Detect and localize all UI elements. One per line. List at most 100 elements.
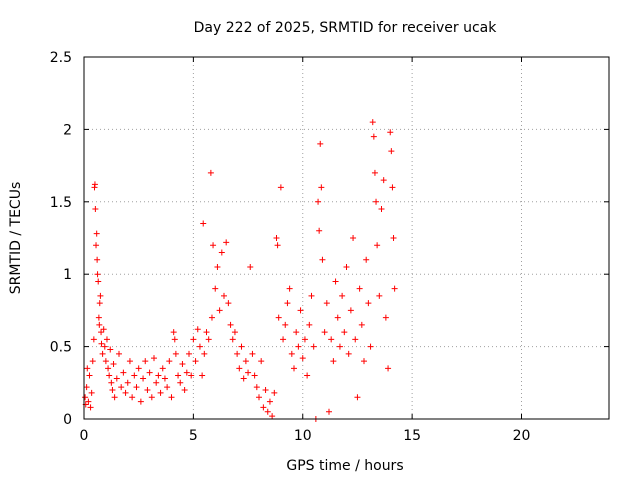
data-point: [249, 350, 256, 357]
data-point: [120, 369, 127, 376]
data-point: [218, 249, 225, 256]
data-point: [258, 358, 265, 365]
data-point: [100, 326, 107, 333]
data-point: [316, 227, 323, 234]
data-point: [214, 263, 221, 270]
data-point: [170, 329, 177, 336]
y-tick-label: 1: [63, 267, 72, 283]
data-point: [157, 389, 164, 396]
data-point: [190, 336, 197, 343]
x-tick-labels: 0 5 10 15 20: [80, 428, 531, 444]
data-point: [129, 394, 136, 401]
y-tick-label: 2: [63, 122, 72, 138]
data-point: [86, 372, 93, 379]
data-point: [212, 285, 219, 292]
data-point: [299, 355, 306, 362]
axis-ticks: [83, 56, 609, 420]
data-point: [315, 198, 322, 205]
data-point: [199, 372, 206, 379]
data-point: [109, 387, 116, 394]
data-point: [236, 365, 243, 372]
data-point: [87, 404, 94, 411]
data-point: [194, 326, 201, 333]
data-point: [221, 292, 227, 299]
data-point: [304, 372, 311, 379]
data-point: [295, 343, 302, 350]
data-point: [365, 300, 372, 307]
data-point: [118, 384, 125, 391]
data-point: [201, 350, 208, 357]
data-point: [387, 129, 394, 136]
x-tick-label: 5: [189, 428, 198, 444]
data-point: [240, 375, 247, 382]
data-point: [103, 336, 110, 343]
data-point: [110, 360, 117, 367]
data-point: [242, 358, 249, 365]
data-point: [378, 206, 385, 213]
data-point: [330, 358, 337, 365]
grid: [84, 57, 609, 419]
y-tick-label: 2.5: [50, 50, 72, 66]
data-point: [200, 220, 207, 227]
data-point: [223, 239, 230, 246]
data-point: [376, 292, 383, 299]
data-point: [216, 307, 223, 314]
data-point: [98, 329, 105, 336]
y-tick-label: 1.5: [50, 195, 72, 211]
data-point: [166, 358, 173, 365]
data-point: [358, 321, 365, 328]
data-point: [102, 358, 109, 365]
data-point: [108, 379, 115, 386]
data-point: [328, 336, 335, 343]
data-point: [107, 346, 114, 353]
data-point: [345, 350, 352, 357]
data-point: [350, 235, 357, 241]
data-point: [367, 343, 374, 350]
data-point: [181, 387, 188, 394]
data-point: [234, 350, 241, 357]
data-point: [188, 372, 195, 379]
data-point: [171, 336, 178, 343]
data-point: [385, 365, 392, 372]
data-point: [159, 365, 166, 372]
data-point: [164, 384, 171, 391]
data-point: [179, 360, 186, 367]
data-point: [111, 394, 118, 401]
data-point: [382, 314, 389, 321]
data-point: [105, 365, 112, 372]
data-point: [151, 355, 157, 362]
x-tick-label: 0: [80, 428, 89, 444]
data-point: [90, 336, 97, 343]
data-point: [231, 329, 238, 336]
data-point: [271, 389, 278, 396]
data-point: [371, 169, 378, 176]
data-point: [390, 235, 397, 241]
data-point: [192, 358, 199, 365]
data-point: [161, 375, 168, 382]
data-point: [99, 350, 106, 357]
data-point: [363, 256, 370, 263]
data-point: [155, 372, 162, 379]
data-point: [356, 285, 363, 292]
data-point: [266, 398, 273, 405]
data-point: [106, 372, 113, 379]
data-point: [137, 398, 144, 405]
data-point: [98, 340, 105, 347]
data-point: [148, 394, 155, 401]
data-point: [135, 365, 142, 372]
data-point: [82, 394, 89, 401]
x-tick-label: 10: [294, 428, 312, 444]
data-point: [124, 379, 131, 386]
data-point: [205, 336, 212, 343]
data-point: [352, 336, 359, 343]
data-point: [89, 358, 96, 365]
y-tick-label: 0.5: [50, 340, 72, 356]
data-point: [253, 384, 260, 391]
data-point: [388, 148, 395, 155]
data-point: [334, 314, 341, 321]
plot-frame: [83, 56, 610, 420]
data-point: [175, 372, 182, 379]
x-tick-label: 20: [513, 428, 531, 444]
data-point: [341, 329, 348, 336]
data-point: [96, 300, 103, 307]
